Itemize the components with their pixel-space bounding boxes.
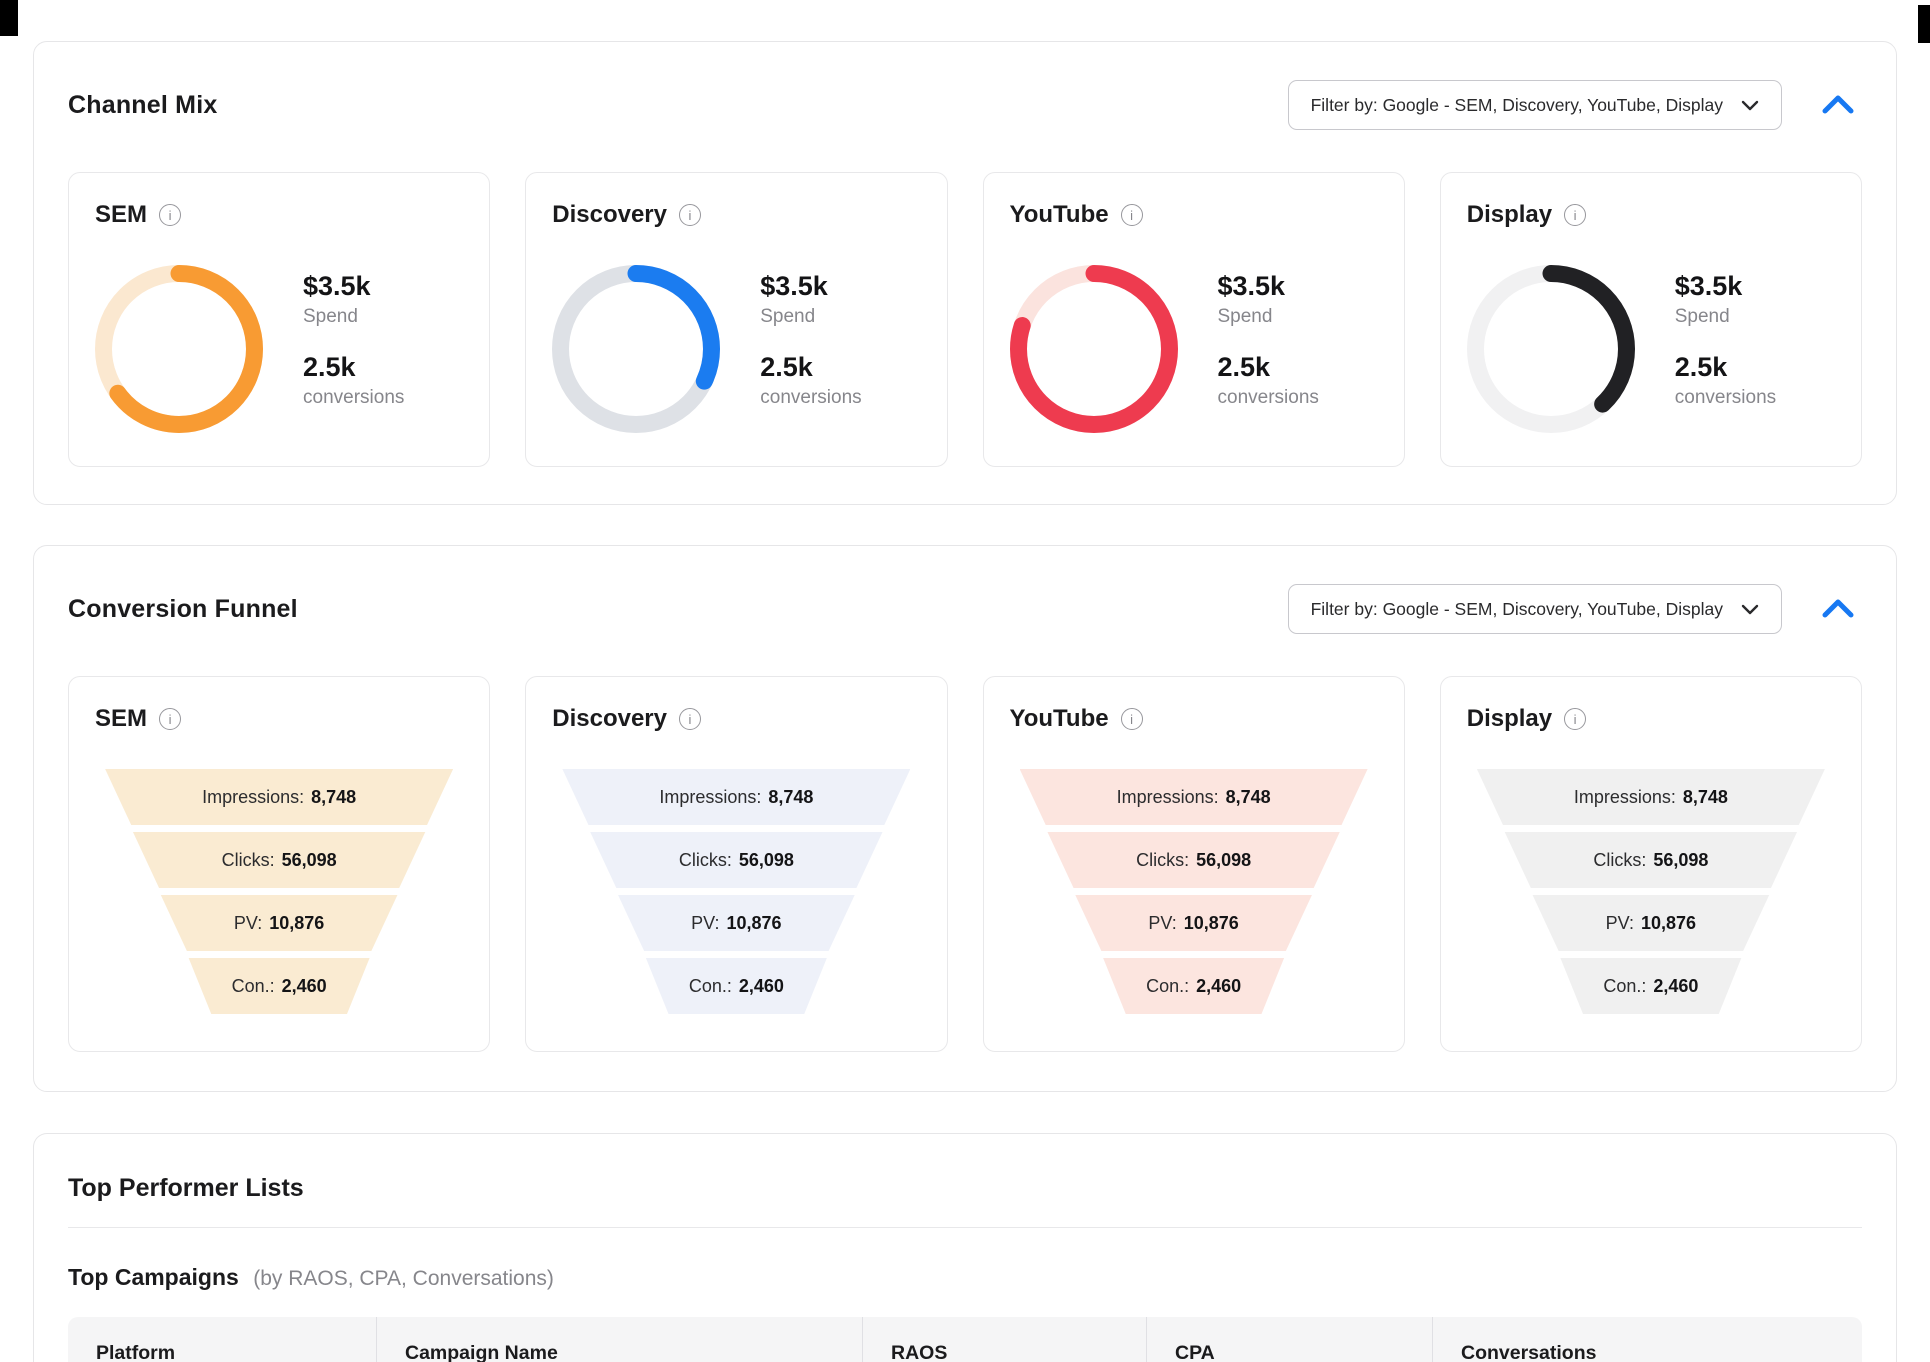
funnel-stage-conversions: Con.: 2,460: [1560, 958, 1742, 1014]
info-icon[interactable]: i: [1120, 708, 1143, 730]
column-header-platform[interactable]: Platform: [96, 1341, 176, 1362]
spend-label: Spend: [1674, 306, 1730, 327]
funnel-card-youtube: YouTube i Impressions: 8,748 Clicks: 56,09…: [982, 676, 1405, 1052]
funnel-stage-impressions: Impressions: 8,748: [1019, 769, 1368, 825]
column-header-conversations[interactable]: Conversations: [1432, 1317, 1862, 1362]
donut-chart-youtube: [1009, 265, 1178, 433]
info-icon[interactable]: i: [1564, 708, 1587, 730]
info-icon[interactable]: i: [159, 708, 182, 730]
funnel-stage-clicks: Clicks: 56,098: [590, 832, 883, 888]
spend-value: $3.5k: [760, 271, 828, 301]
conversion-funnel-filter-dropdown[interactable]: Filter by: Google - SEM, Discovery, YouT…: [1287, 584, 1782, 634]
filter-label: Filter by: Google - SEM, Discovery, YouT…: [1310, 598, 1723, 619]
funnel-card-title: Discovery: [552, 705, 667, 732]
funnel-stage-clicks: Clicks: 56,098: [132, 832, 426, 888]
info-icon[interactable]: i: [1120, 204, 1143, 226]
conversions-value: 2.5k: [1674, 352, 1728, 382]
channel-mix-filter-dropdown[interactable]: Filter by: Google - SEM, Discovery, YouT…: [1287, 80, 1782, 130]
top-campaigns-label: Top Campaigns: [68, 1264, 239, 1290]
donut-chart-display: [1466, 265, 1635, 433]
funnel-stage-conversions: Con.: 2,460: [645, 958, 827, 1014]
channel-mix-collapse-button[interactable]: [1814, 88, 1862, 122]
funnel-chart: Impressions: 8,748 Clicks: 56,098 PV: 10,87…: [105, 769, 454, 1014]
channel-card-display: Display i $3.5k Spend 2.5k conversions: [1439, 172, 1862, 467]
conversions-label: conversions: [760, 387, 862, 408]
funnel-stage-clicks: Clicks: 56,098: [1047, 832, 1340, 888]
channel-card-title: Discovery: [552, 201, 667, 228]
filter-label: Filter by: Google - SEM, Discovery, YouT…: [1310, 94, 1723, 115]
conversion-funnel-section: Conversion Funnel Filter by: Google - SE…: [33, 545, 1897, 1092]
spend-label: Spend: [1217, 306, 1273, 327]
funnel-stage-pv: PV: 10,876: [1075, 895, 1312, 951]
conversions-label: conversions: [303, 387, 405, 408]
info-icon[interactable]: i: [1564, 204, 1587, 226]
conversion-funnel-collapse-button[interactable]: [1814, 592, 1862, 626]
donut-chart-discovery: [552, 265, 721, 433]
funnel-card-title: SEM: [95, 705, 148, 732]
info-icon[interactable]: i: [679, 204, 701, 226]
channel-card-title: SEM: [95, 201, 148, 228]
funnel-stage-clicks: Clicks: 56,098: [1504, 832, 1798, 888]
top-campaigns-note: (by RAOS, CPA, Conversations): [253, 1267, 554, 1290]
conversion-funnel-header: Conversion Funnel Filter by: Google - SE…: [68, 584, 1862, 634]
channel-card-youtube: YouTube i $3.5k Spend 2.5k conversions: [982, 172, 1405, 467]
channel-card-title: YouTube: [1009, 201, 1109, 228]
funnel-card-title: Display: [1466, 705, 1553, 732]
funnel-card-discovery: Discovery i Impressions: 8,748 Clicks: 56,…: [525, 676, 948, 1052]
spend-label: Spend: [760, 306, 816, 327]
funnel-stage-impressions: Impressions: 8,748: [562, 769, 911, 825]
funnel-chart: Impressions: 8,748 Clicks: 56,098 PV: 10,87…: [1476, 769, 1825, 1014]
channel-mix-header: Channel Mix Filter by: Google - SEM, Dis…: [68, 80, 1862, 130]
info-icon[interactable]: i: [159, 204, 182, 226]
conversions-label: conversions: [1217, 387, 1319, 408]
funnel-stage-pv: PV: 10,876: [160, 895, 398, 951]
conversions-value: 2.5k: [1217, 352, 1271, 382]
conversions-label: conversions: [1674, 387, 1777, 408]
channel-mix-section: Channel Mix Filter by: Google - SEM, Dis…: [33, 41, 1897, 505]
funnel-stage-pv: PV: 10,876: [1532, 895, 1770, 951]
top-performers-section: Top Performer Lists Top Campaigns (by RA…: [33, 1133, 1897, 1362]
column-header-cpa[interactable]: CPA: [1146, 1317, 1432, 1362]
funnel-card-sem: SEM i Impressions: 8,748 Clicks: 56,098 PV…: [68, 676, 491, 1052]
chevron-down-icon: [1741, 100, 1759, 110]
conversions-value: 2.5k: [303, 352, 356, 382]
divider: [68, 1227, 1862, 1228]
chevron-up-icon: [1822, 95, 1854, 114]
top-performers-title: Top Performer Lists: [68, 1174, 304, 1202]
funnel-stage-conversions: Con.: 2,460: [1103, 958, 1285, 1014]
screen-edge-mark-left: [0, 0, 18, 36]
channel-mix-title: Channel Mix: [68, 90, 218, 119]
donut-chart-sem: [95, 265, 263, 433]
screen-edge-mark-right: [1918, 5, 1930, 43]
funnel-card-title: YouTube: [1009, 705, 1109, 732]
column-header-raos[interactable]: RAOS: [862, 1317, 1146, 1362]
top-campaigns-subtitle: Top Campaigns (by RAOS, CPA, Conversatio…: [68, 1264, 1862, 1291]
column-header-campaign-name[interactable]: Campaign Name: [376, 1317, 862, 1362]
funnel-stage-pv: PV: 10,876: [618, 895, 855, 951]
spend-value: $3.5k: [1674, 271, 1743, 301]
conversion-funnel-title: Conversion Funnel: [68, 594, 298, 623]
campaigns-table-header: Platform Campaign Name RAOS CPA Conversa…: [68, 1317, 1862, 1362]
spend-value: $3.5k: [1217, 271, 1286, 301]
funnel-stage-impressions: Impressions: 8,748: [1476, 769, 1825, 825]
funnel-chart: Impressions: 8,748 Clicks: 56,098 PV: 10,87…: [562, 769, 911, 1014]
channel-card-sem: SEM i $3.5k Spend 2.5k conversions: [68, 172, 491, 467]
funnel-chart: Impressions: 8,748 Clicks: 56,098 PV: 10,87…: [1019, 769, 1368, 1014]
funnel-stage-impressions: Impressions: 8,748: [105, 769, 454, 825]
funnel-card-display: Display i Impressions: 8,748 Clicks: 56,09…: [1439, 676, 1862, 1052]
spend-label: Spend: [303, 306, 358, 327]
conversions-value: 2.5k: [760, 352, 813, 382]
info-icon[interactable]: i: [679, 708, 701, 730]
channel-card-title: Display: [1466, 201, 1553, 228]
channel-card-discovery: Discovery i $3.5k Spend 2.5k conversions: [525, 172, 948, 467]
funnel-stage-conversions: Con.: 2,460: [188, 958, 370, 1014]
spend-value: $3.5k: [303, 271, 371, 301]
chevron-down-icon: [1741, 604, 1759, 614]
chevron-up-icon: [1822, 599, 1854, 618]
